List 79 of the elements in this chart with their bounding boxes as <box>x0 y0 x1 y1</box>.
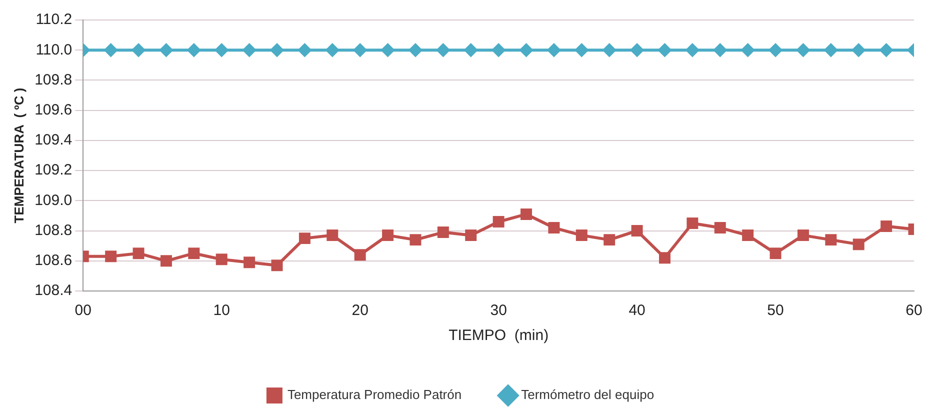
point <box>769 44 782 57</box>
point <box>410 234 422 246</box>
point <box>492 44 506 57</box>
point <box>187 44 200 57</box>
point <box>630 44 644 57</box>
x-tick-label: 50 <box>767 302 784 320</box>
point <box>436 44 450 57</box>
point <box>326 230 338 242</box>
legend-label: Termómetro del equipo <box>521 387 654 402</box>
y-tick-label: 109.8 <box>34 71 72 88</box>
point <box>631 225 643 237</box>
y-tick-label: 110.0 <box>36 41 72 58</box>
point <box>880 220 892 232</box>
point <box>437 226 449 238</box>
y-tick-label: 109.0 <box>34 192 72 209</box>
y-tick-label: 108.4 <box>34 282 72 300</box>
point <box>270 44 284 57</box>
point <box>104 44 118 57</box>
point <box>132 248 144 260</box>
legend-label: Temperatura Promedio Patrón <box>287 387 462 402</box>
point <box>686 218 698 229</box>
point <box>576 230 588 242</box>
point <box>326 44 339 57</box>
point <box>547 44 560 57</box>
point <box>492 216 504 228</box>
point <box>686 44 699 57</box>
point <box>188 248 200 260</box>
point <box>354 249 366 261</box>
x-tick-label: 40 <box>628 302 646 320</box>
point <box>770 248 782 260</box>
x-tick-label: 20 <box>352 302 368 320</box>
point <box>742 230 754 242</box>
point <box>797 230 809 242</box>
y-tick-label: 108.8 <box>34 222 72 239</box>
point <box>824 44 838 57</box>
point <box>216 254 228 266</box>
point <box>852 44 866 57</box>
point <box>714 44 727 57</box>
point <box>604 234 616 246</box>
point <box>852 238 864 250</box>
y-tick-label: 109.2 <box>34 162 72 179</box>
point <box>659 252 670 264</box>
point <box>714 222 726 234</box>
point <box>408 44 422 57</box>
y-tick-label: 108.6 <box>34 252 72 270</box>
point <box>796 44 810 57</box>
point <box>381 44 394 57</box>
point <box>160 44 173 57</box>
point <box>244 256 256 268</box>
x-tick-label: 30 <box>490 302 507 320</box>
point <box>520 44 533 57</box>
y-tick-label: 109.4 <box>34 132 72 149</box>
y-tick-label: 110.2 <box>36 11 72 28</box>
y-tick-label: 109.6 <box>34 101 72 118</box>
point <box>825 234 837 246</box>
point <box>382 230 394 242</box>
x-tick-label: 10 <box>213 302 230 320</box>
point <box>160 255 172 267</box>
point <box>132 44 146 57</box>
x-tick-label: 00 <box>74 302 92 320</box>
x-tick-label: 60 <box>906 302 922 320</box>
x-axis-title: TIEMPO (min) <box>448 327 549 344</box>
point <box>464 44 478 57</box>
point <box>242 44 256 57</box>
point <box>271 260 283 272</box>
point <box>298 44 312 57</box>
point <box>215 44 228 57</box>
point <box>602 44 616 57</box>
point <box>880 44 893 57</box>
point <box>105 250 117 262</box>
point <box>658 44 672 57</box>
point <box>520 208 532 220</box>
point <box>298 232 310 244</box>
point <box>548 222 560 234</box>
point <box>575 44 588 57</box>
point <box>354 44 367 57</box>
y-axis-title: TEMPERATURA ( ºC ) <box>11 88 26 224</box>
point <box>741 44 754 57</box>
point <box>465 230 477 242</box>
